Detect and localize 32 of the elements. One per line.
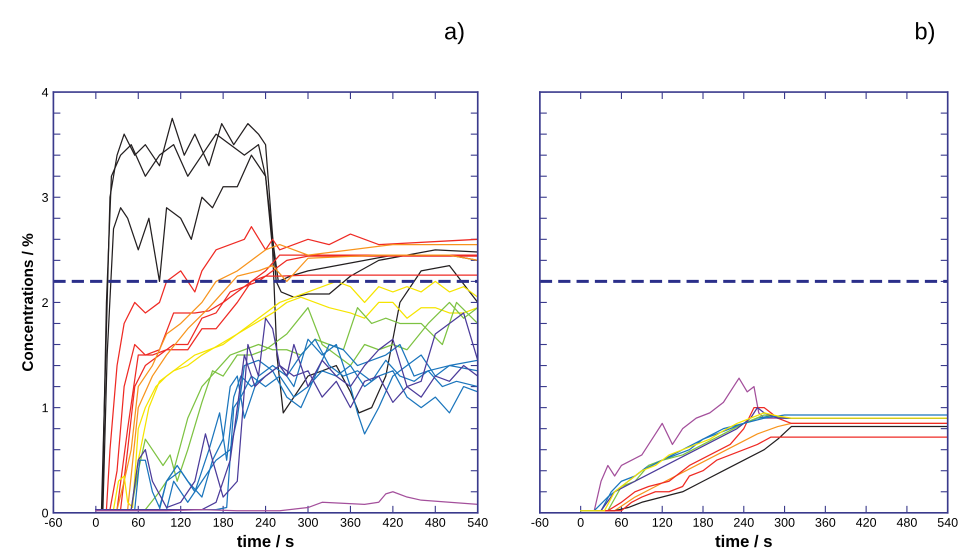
y-tick-label: 2: [42, 298, 48, 307]
x-tick-label: 360: [340, 518, 360, 527]
x-tick-label: 540: [468, 518, 488, 527]
x-tick-label: 240: [734, 518, 754, 527]
x-tick-label: 480: [896, 518, 917, 527]
x-tick-label: 480: [425, 518, 446, 527]
x-tick-label: 0: [578, 518, 584, 527]
x-tick-label: -60: [44, 518, 62, 527]
x-tick-label: 60: [132, 518, 145, 527]
y-tick-label: 1: [42, 404, 48, 412]
x-tick-label: 180: [214, 518, 234, 527]
y-tick-label: 3: [42, 193, 48, 202]
x-tick-label: 420: [382, 518, 403, 527]
y-tick-label: 4: [42, 88, 48, 97]
x-tick-label: 120: [652, 518, 672, 527]
y-axis-title: Concentrations / %: [22, 234, 34, 371]
x-tick-label: 300: [298, 518, 318, 527]
x-tick-label: 180: [694, 518, 713, 527]
x-tick-label: 120: [171, 518, 191, 527]
x-tick-label: 300: [774, 518, 795, 527]
x-tick-label: 360: [815, 518, 836, 527]
x-tick-label: 420: [856, 518, 876, 527]
x-tick-label: 240: [256, 518, 276, 527]
x-tick-label: 540: [938, 518, 958, 527]
x-axis-title: time / s: [715, 534, 772, 548]
y-tick-label: 0: [42, 508, 48, 518]
x-tick-label: -60: [531, 518, 548, 527]
x-tick-label: 0: [92, 518, 99, 527]
chart-title: a): [445, 22, 464, 44]
chart-title: b): [916, 22, 934, 44]
x-tick-label: 60: [615, 518, 628, 527]
x-axis-title: time / s: [237, 534, 294, 548]
